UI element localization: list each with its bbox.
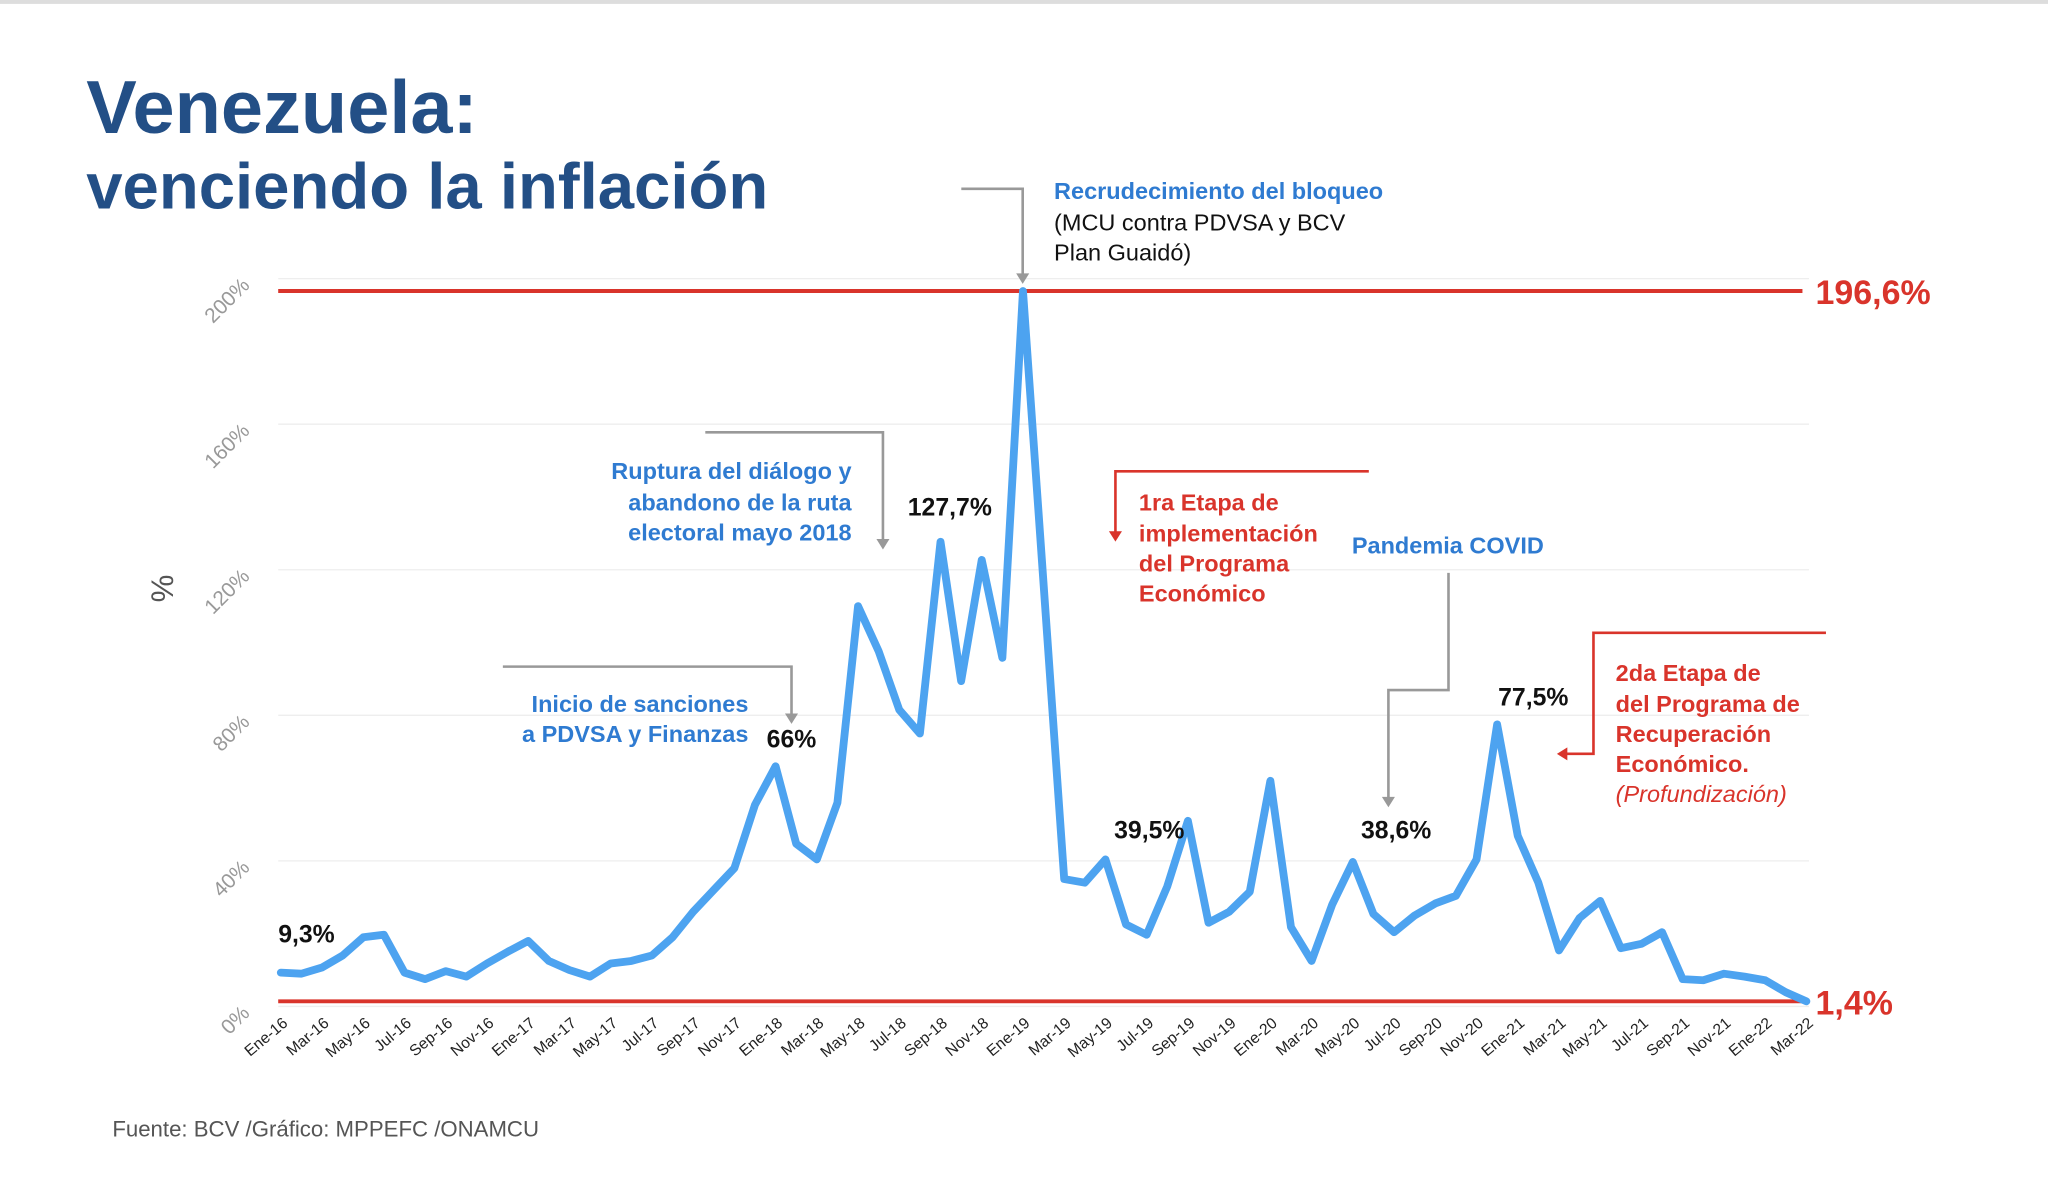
- point-label: 77,5%: [1498, 685, 1568, 712]
- annotation-line: 1ra Etapa de: [1139, 489, 1279, 515]
- x-tick-label: Ene-19: [984, 1015, 1034, 1060]
- x-tick-label: Ene-22: [1726, 1015, 1776, 1060]
- annotation-line: Pandemia COVID: [1352, 532, 1544, 558]
- x-tick-label: May-19: [1065, 1015, 1116, 1061]
- x-tick-label: May-20: [1312, 1015, 1363, 1062]
- point-label: 127,7%: [908, 495, 992, 522]
- annotation-line: del Programa: [1139, 551, 1290, 577]
- x-tick-label: Ene-17: [489, 1015, 539, 1060]
- x-tick-label: Nov-19: [1190, 1015, 1240, 1060]
- top-border: [0, 0, 2048, 4]
- annotation-line: Recuperación: [1616, 721, 1771, 747]
- x-tick-label: May-18: [818, 1015, 869, 1062]
- x-tick-label: Ene-20: [1231, 1015, 1281, 1061]
- x-tick-label: Nov-18: [943, 1015, 993, 1061]
- annotation-line: 2da Etapa de: [1616, 660, 1761, 686]
- x-tick-label: Nov-20: [1437, 1015, 1487, 1061]
- subtitle: venciendo la inflación: [86, 149, 768, 222]
- annotation-line: Plan Guaidó): [1054, 239, 1191, 265]
- annotation-line: a PDVSA y Finanzas: [522, 721, 748, 747]
- source: Fuente: BCV /Gráfico: MPPEFC /ONAMCU: [112, 1117, 539, 1142]
- point-label: 39,5%: [1114, 818, 1184, 845]
- x-tick-label: May-17: [570, 1015, 621, 1061]
- annotation: Inicio de sanciones a PDVSA y Finanzas: [522, 691, 748, 747]
- y-tick-label: 200%: [200, 274, 254, 328]
- x-tick-label: Sep-21: [1643, 1015, 1693, 1060]
- x-tick-label: May-21: [1560, 1015, 1611, 1061]
- point-label: 38,6%: [1361, 818, 1431, 845]
- x-tick-label: Ene-21: [1479, 1015, 1529, 1060]
- annotation-line: electoral mayo 2018: [628, 519, 851, 545]
- point-label: 66%: [767, 726, 817, 753]
- x-tick-label: Sep-16: [407, 1015, 457, 1060]
- point-label: 9,3%: [278, 922, 335, 949]
- annotation: 2da Etapa de del Programa de Recuperació…: [1616, 660, 1800, 807]
- annotation: 1ra Etapa de implementación del Programa…: [1139, 489, 1318, 606]
- y-tick-label: 80%: [208, 710, 254, 756]
- annotation-line: (Profundización): [1616, 781, 1787, 807]
- reference-label: 196,6%: [1816, 274, 1931, 312]
- annotation-line: Económico: [1139, 581, 1266, 607]
- x-tick-label: Sep-20: [1396, 1015, 1446, 1061]
- x-tick-label: Sep-17: [654, 1015, 704, 1060]
- x-tick-label: Nov-16: [448, 1015, 498, 1060]
- annotation-line: Inicio de sanciones: [532, 691, 749, 717]
- x-tick-label: May-16: [323, 1015, 374, 1061]
- connectors: [502, 187, 1826, 808]
- x-tick-label: Ene-18: [736, 1015, 786, 1061]
- y-tick-label: 40%: [208, 856, 254, 902]
- annotation: Recrudecimiento del bloqueo (MCU contra …: [1054, 178, 1383, 265]
- y-tick-label: 120%: [200, 565, 254, 619]
- y-tick-label: 0%: [217, 1002, 255, 1040]
- annotation: Pandemia COVID: [1352, 532, 1544, 558]
- x-tick-label: Nov-21: [1685, 1015, 1735, 1060]
- x-tick-label: Sep-19: [1149, 1015, 1199, 1060]
- x-tick-label: Mar-22: [1768, 1015, 1817, 1060]
- title: Venezuela:: [86, 66, 478, 150]
- x-tick-label: Sep-18: [901, 1015, 951, 1061]
- data-line: [276, 287, 1811, 1006]
- x-tick-label: Nov-17: [695, 1015, 745, 1060]
- annotation-line: Ruptura del diálogo y: [611, 458, 851, 484]
- annotation-line: (MCU contra PDVSA y BCV: [1054, 209, 1346, 235]
- annotation-line: implementación: [1139, 521, 1318, 547]
- y-axis-label: %: [144, 575, 179, 603]
- annotation-line: Recrudecimiento del bloqueo: [1054, 178, 1383, 204]
- y-tick-label: 160%: [200, 419, 254, 473]
- reference-label: 1,4%: [1816, 984, 1893, 1022]
- annotation-line: abandono de la ruta: [628, 489, 852, 515]
- annotation: Ruptura del diálogo y abandono de la rut…: [611, 458, 852, 545]
- annotation-line: Económico.: [1616, 751, 1749, 777]
- annotation-line: del Programa de: [1616, 691, 1800, 717]
